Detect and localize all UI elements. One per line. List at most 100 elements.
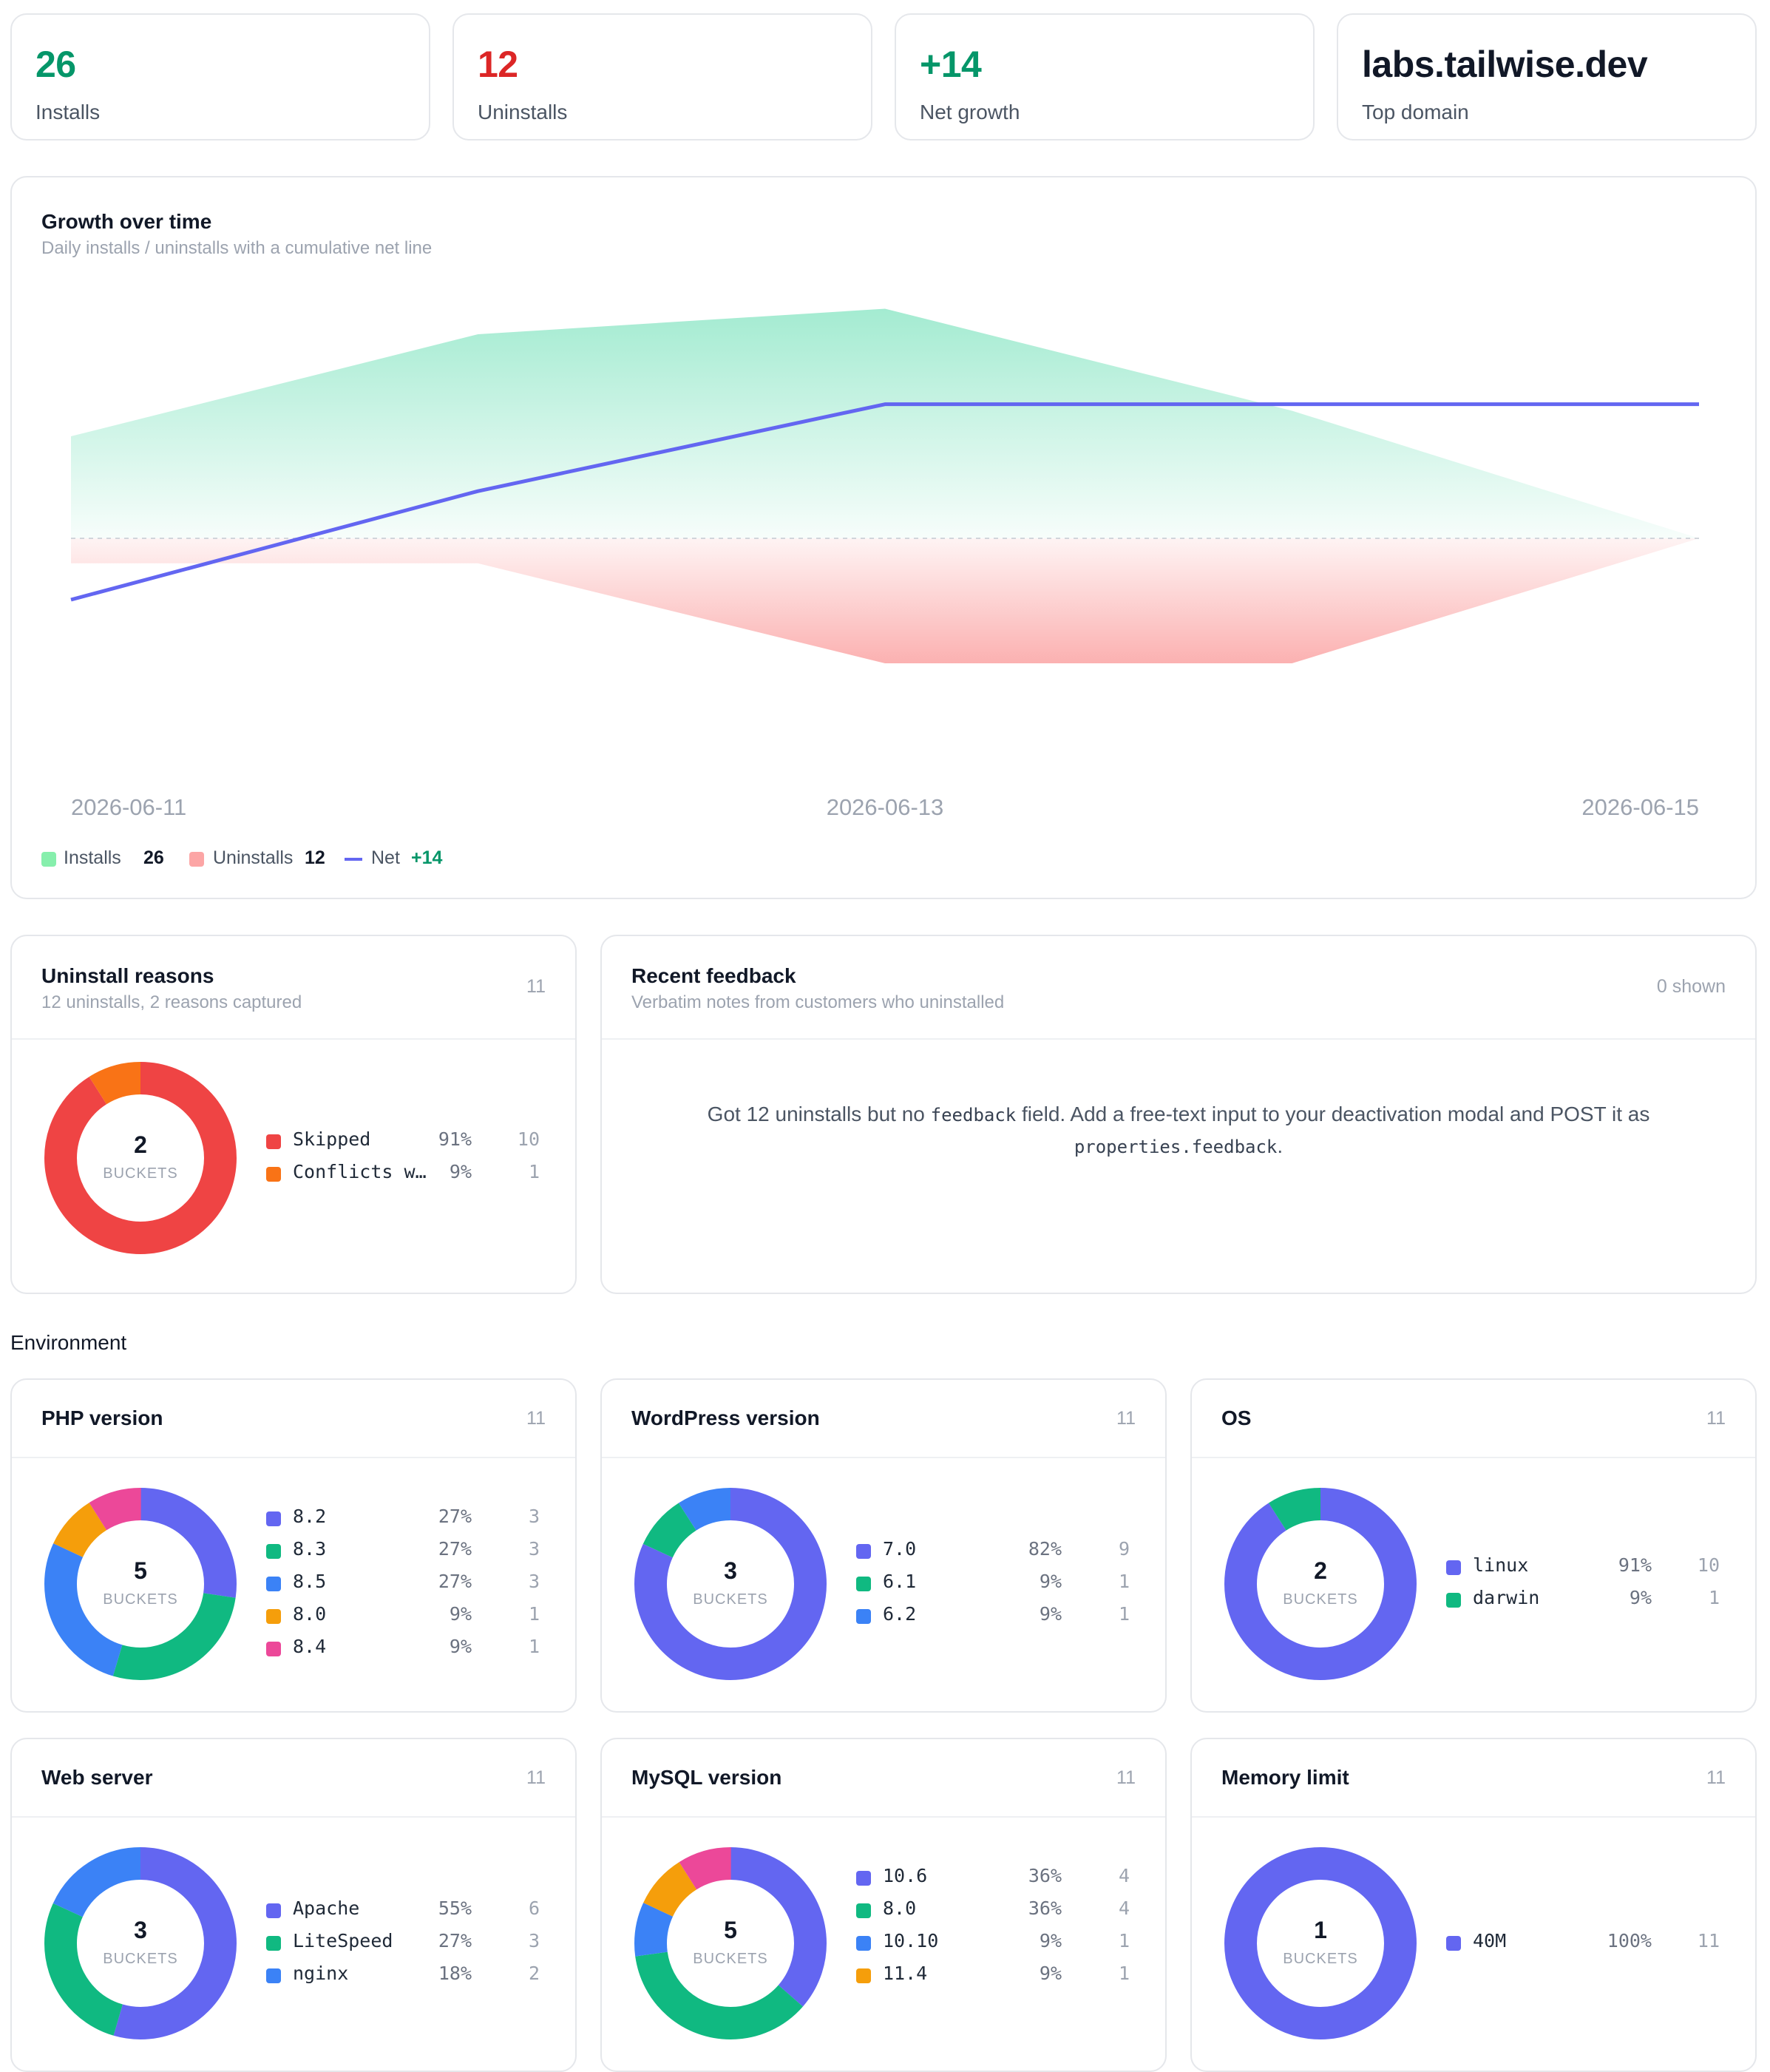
legend-item[interactable]: 8.0 9% 1 [266,1600,555,1633]
legend-item[interactable]: LiteSpeed 27% 3 [266,1927,555,1960]
legend-item[interactable]: 11.4 9% 1 [856,1960,1145,1992]
donut-center-count: 2 [1314,1557,1327,1584]
legend-net-swatch [345,858,362,861]
legend-swatch [856,1609,871,1624]
feedback-empty-message: Got 12 uninstalls but no feedback field.… [631,1099,1726,1162]
legend-item[interactable]: 10.6 36% 4 [856,1862,1145,1895]
legend-item[interactable]: darwin 9% 1 [1446,1584,1735,1616]
legend-item[interactable]: 8.5 27% 3 [266,1568,555,1600]
x-tick-label: 2026-06-13 [827,794,944,820]
legend-swatch [266,1167,281,1182]
donut-center-count: 2 [134,1131,147,1158]
donut-slice[interactable] [44,1847,237,2039]
growth-chart-card: Growth over time Daily installs / uninst… [10,176,1757,899]
legend-item-count: 3 [528,1538,540,1560]
legend-item[interactable]: Apache 55% 6 [266,1895,555,1927]
env-card-count: 11 [1706,1408,1726,1429]
recent-feedback-subtitle: Verbatim notes from customers who uninst… [631,992,1005,1012]
legend-item[interactable]: Conflicts wi… 9% 1 [266,1158,555,1191]
env-card-count: 11 [526,1408,546,1429]
legend-installs-label: Installs [64,847,121,868]
legend-item[interactable]: 10.10 9% 1 [856,1927,1145,1960]
legend-swatch [856,1936,871,1951]
donut-slice[interactable] [44,1847,237,2039]
stat-value: +14 [920,44,982,85]
legend-item-count: 1 [1118,1603,1130,1625]
legend-item-count: 9 [1118,1538,1130,1560]
legend-item-count: 4 [1118,1897,1130,1919]
legend-item-count: 11 [1697,1930,1720,1951]
stat-card: 26 Installs [10,13,430,140]
feedback-msg-text-2: field. Add a free-text input to your dea… [1016,1103,1650,1125]
donut-slice[interactable] [44,1488,237,1680]
growth-chart-plot: 2026-06-11 2026-06-13 2026-06-15 [70,308,1699,820]
stat-label: Uninstalls [478,101,568,123]
donut-slice[interactable] [634,1847,827,2039]
recent-feedback-count: 0 shown [1656,976,1726,997]
donut-slice[interactable] [1224,1488,1417,1680]
legend-item[interactable]: nginx 18% 2 [266,1960,555,1992]
legend-swatch [1446,1560,1461,1575]
legend-item-pct: 9% [1039,1603,1062,1625]
legend-item-count: 1 [1118,1930,1130,1951]
legend-net-label: Net [371,847,400,868]
legend-item-pct: 9% [1039,1963,1062,1984]
legend-swatch [856,1968,871,1983]
legend-item[interactable]: 7.0 82% 9 [856,1535,1145,1568]
stat-label: Net growth [920,101,1020,123]
legend-item-count: 1 [528,1603,540,1625]
card-divider [602,1038,1755,1040]
legend-item-count: 6 [528,1897,540,1919]
legend-item[interactable]: linux 91% 10 [1446,1551,1735,1584]
legend-item[interactable]: 8.4 9% 1 [266,1633,555,1665]
legend-item[interactable]: 8.2 27% 3 [266,1503,555,1535]
legend-item-pct: 91% [438,1128,472,1150]
legend-swatch [856,1871,871,1886]
env-card-php-version: PHP version 11 5 BUCKETS 8.2 27% 3 8.3 27… [10,1378,577,1713]
legend-item[interactable]: Skipped 91% 10 [266,1125,555,1158]
env-card-title: PHP version [41,1406,163,1429]
donut-slice[interactable] [44,1488,237,1680]
legend-item-count: 1 [1118,1571,1130,1592]
uninstalls-area [71,538,1699,664]
donut-center-count: 3 [134,1917,147,1943]
legend-swatch [266,1544,281,1559]
env-card-title: WordPress version [631,1406,820,1429]
donut-center-count: 5 [134,1557,147,1584]
legend-item-pct: 9% [449,1603,472,1625]
donut-center-count: 5 [724,1917,737,1943]
legend-item-count: 2 [528,1963,540,1984]
legend-swatch [856,1577,871,1591]
donut-slice[interactable] [634,1488,827,1680]
legend-item-pct: 27% [438,1538,472,1560]
donut-slice[interactable] [44,1062,237,1254]
legend-item-count: 10 [1697,1554,1720,1576]
legend-item[interactable]: 40M 100% 11 [1446,1927,1735,1960]
legend-uninstalls-label: Uninstalls [213,847,294,868]
donut-slice[interactable] [634,1847,827,2039]
env-card-title: OS [1221,1406,1252,1429]
donut-slice[interactable] [44,1488,237,1680]
legend-item-pct: 27% [438,1506,472,1527]
env-card-title: MySQL version [631,1766,782,1789]
legend-swatch [266,1642,281,1656]
legend-item-count: 10 [517,1128,540,1150]
legend-swatch [266,1511,281,1526]
legend-item[interactable]: 6.1 9% 1 [856,1568,1145,1600]
donut-chart: 1 BUCKETS [1223,1846,1418,2041]
env-card-web-server: Web server 11 3 BUCKETS Apache 55% 6 Lite… [10,1738,577,2072]
env-card-wordpress-version: WordPress version 11 3 BUCKETS 7.0 82% 9 … [600,1378,1167,1713]
legend-item[interactable]: 6.2 9% 1 [856,1600,1145,1633]
legend-item[interactable]: 8.0 36% 4 [856,1895,1145,1927]
legend-item[interactable]: 8.3 27% 3 [266,1535,555,1568]
growth-chart-title: Growth over time [41,210,212,233]
donut-chart: 3 BUCKETS [43,1846,238,2041]
uninstall-reasons-card: Uninstall reasons 12 uninstalls, 2 reaso… [10,935,577,1294]
card-divider [1192,1457,1755,1458]
uninstall-reasons-title: Uninstall reasons [41,964,214,987]
installs-area [71,308,1699,538]
feedback-msg-text: Got 12 uninstalls but no [707,1103,931,1125]
card-divider [12,1457,575,1458]
x-tick-label: 2026-06-11 [71,794,186,820]
recent-feedback-title: Recent feedback [631,964,796,987]
